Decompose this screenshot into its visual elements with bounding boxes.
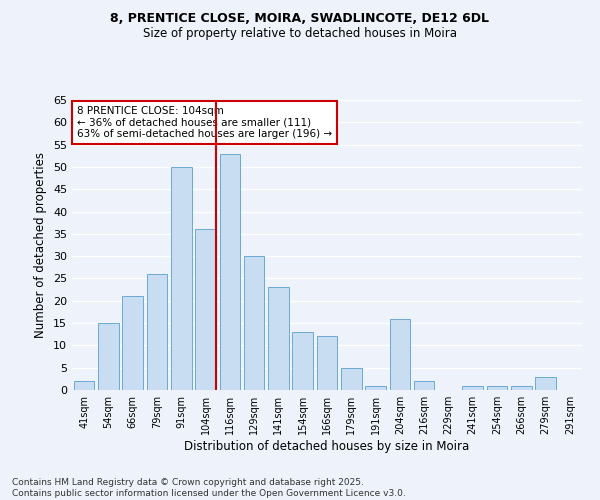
Bar — [268, 288, 289, 390]
Text: Size of property relative to detached houses in Moira: Size of property relative to detached ho… — [143, 28, 457, 40]
Bar — [220, 154, 240, 390]
Text: Contains HM Land Registry data © Crown copyright and database right 2025.
Contai: Contains HM Land Registry data © Crown c… — [12, 478, 406, 498]
Bar — [195, 230, 216, 390]
Text: 8, PRENTICE CLOSE, MOIRA, SWADLINCOTE, DE12 6DL: 8, PRENTICE CLOSE, MOIRA, SWADLINCOTE, D… — [110, 12, 490, 26]
Bar — [122, 296, 143, 390]
Bar — [414, 381, 434, 390]
Bar — [463, 386, 483, 390]
Bar — [244, 256, 265, 390]
Bar — [389, 318, 410, 390]
Bar — [511, 386, 532, 390]
Y-axis label: Number of detached properties: Number of detached properties — [34, 152, 47, 338]
Bar — [292, 332, 313, 390]
Text: 8 PRENTICE CLOSE: 104sqm
← 36% of detached houses are smaller (111)
63% of semi-: 8 PRENTICE CLOSE: 104sqm ← 36% of detach… — [77, 106, 332, 139]
Bar — [317, 336, 337, 390]
Bar — [535, 376, 556, 390]
Bar — [365, 386, 386, 390]
Bar — [98, 323, 119, 390]
Bar — [74, 381, 94, 390]
Bar — [146, 274, 167, 390]
Bar — [341, 368, 362, 390]
X-axis label: Distribution of detached houses by size in Moira: Distribution of detached houses by size … — [184, 440, 470, 453]
Bar — [171, 167, 191, 390]
Bar — [487, 386, 508, 390]
